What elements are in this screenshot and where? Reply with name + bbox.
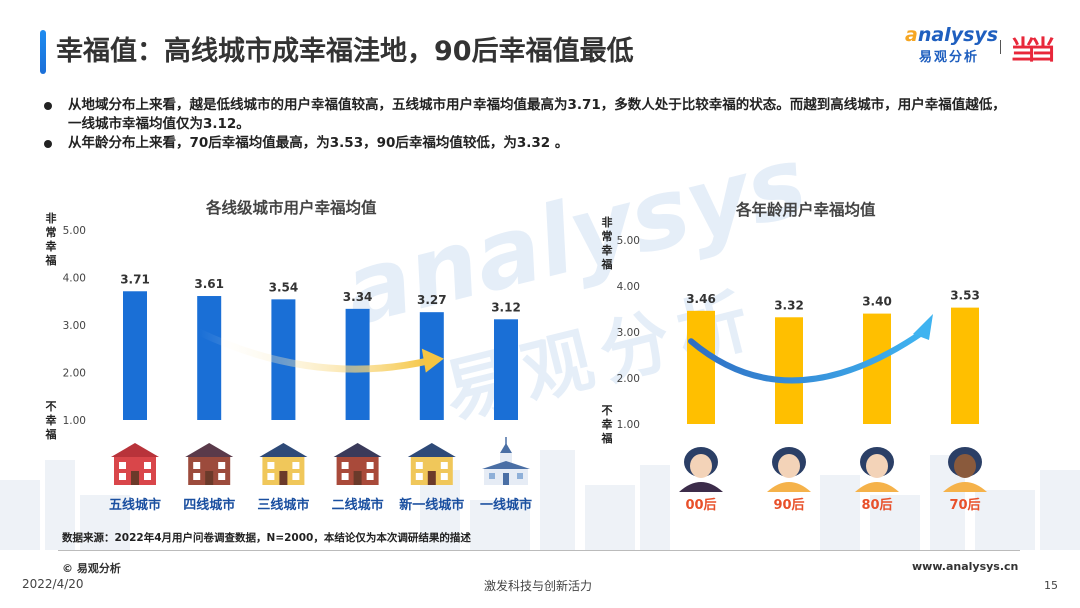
person-icon [855,447,899,492]
data-label: 3.53 [950,289,980,303]
person-icon [943,447,987,492]
bar [687,310,715,424]
page-number: 15 [1044,579,1058,592]
age-label-bottom: 不幸福 [601,404,613,445]
house-icon [111,443,159,485]
category-label: 90后 [773,497,804,513]
trend-arrow-up [688,329,926,384]
bar [863,313,891,424]
bullet-text: 从年龄分布上来看，70后幸福均值最高，为3.53，90后幸福均值较低，为3.32… [68,135,569,151]
y-tick-label: 4.00 [63,273,86,285]
house-icon [333,443,382,485]
age-label-top: 非常幸福 [601,216,613,271]
dangdang-logo: 当当 [1010,36,1056,66]
bullet-item: 从地域分布上来看，越是低线城市的用户幸福值较高，五线城市用户幸福均值最高为3.7… [44,96,1014,134]
category-label: 二线城市 [332,497,384,513]
house-icon [407,443,456,485]
category-label: 一线城市 [480,497,532,513]
person-icon [767,447,811,492]
church-icon [482,437,530,485]
y-tick-label: 3.00 [617,327,640,339]
category-label: 五线城市 [109,497,161,513]
bar [123,291,147,420]
house-icon [259,443,308,485]
bar [494,319,518,420]
bar [345,308,370,420]
city-chart-title: 各线级城市用户幸福均值 [206,199,377,217]
y-tick-label: 3.00 [63,320,86,332]
y-tick-label: 1.00 [617,419,640,431]
category-label: 三线城市 [257,497,309,513]
data-label: 3.71 [120,272,150,286]
category-label: 80后 [861,497,892,513]
data-label: 3.40 [862,295,892,309]
city-label-top: 非常幸福 [45,212,57,267]
city-label-bottom: 不幸福 [45,400,57,441]
logo-letter-a: a [905,24,918,46]
y-tick-label: 2.00 [617,373,640,385]
website-link[interactable]: www.analysys.cn [912,560,1019,573]
y-tick-label: 5.00 [63,225,86,237]
bullet-dot-icon [44,102,52,110]
title-accent-bar [40,30,46,74]
logo-wordmark: nalysys [917,24,999,46]
category-label: 新一线城市 [399,497,464,513]
data-source-note: 数据来源：2022年4月用户问卷调查数据，N=2000，本结论仅为本次调研结果的… [62,532,471,544]
data-label: 3.34 [343,290,373,304]
bullet-text: 从地域分布上来看，越是低线城市的用户幸福值较高，五线城市用户幸福均值最高为3.7… [68,97,1006,132]
y-tick-label: 2.00 [63,368,86,380]
category-label: 70后 [949,497,980,513]
analysys-logo: analysys 易观分析 [905,24,998,65]
bar [951,307,979,424]
bar [197,296,222,420]
data-label: 3.27 [417,293,447,307]
trend-arrowhead [421,348,444,373]
logo-cn: 易观分析 [919,50,980,65]
skyline-background [0,450,1080,550]
data-label: 3.54 [269,280,299,294]
y-tick-label: 5.00 [617,235,640,247]
category-label: 00后 [685,497,716,513]
data-label: 3.61 [194,277,224,291]
bar [775,317,803,424]
y-tick-label: 1.00 [63,415,86,427]
house-icon [185,443,234,485]
trend-arrow-down [195,328,434,373]
y-tick-label: 4.00 [617,281,640,293]
data-label: 3.12 [491,300,521,314]
report-date: 2022/4/20 [22,577,84,591]
category-label: 四线城市 [183,497,235,513]
age-chart-title: 各年龄用户幸福均值 [736,201,876,219]
slogan: 激发科技与创新活力 [484,579,593,593]
bullet-dot-icon [44,140,52,148]
page-title: 幸福值：高线城市成幸福洼地，90后幸福值最低 [56,36,634,67]
copyright: © 易观分析 [62,562,121,575]
data-label: 3.32 [774,298,804,312]
logo-separator [1000,40,1001,54]
summary-bullets: 从地域分布上来看，越是低线城市的用户幸福值较高，五线城市用户幸福均值最高为3.7… [44,96,1014,153]
footer-divider [58,550,1020,551]
person-icon [679,447,723,492]
bullet-item: 从年龄分布上来看，70后幸福均值最高，为3.53，90后幸福均值较低，为3.32… [44,134,1014,153]
trend-arrowhead [913,314,933,340]
data-label: 3.46 [686,292,716,306]
